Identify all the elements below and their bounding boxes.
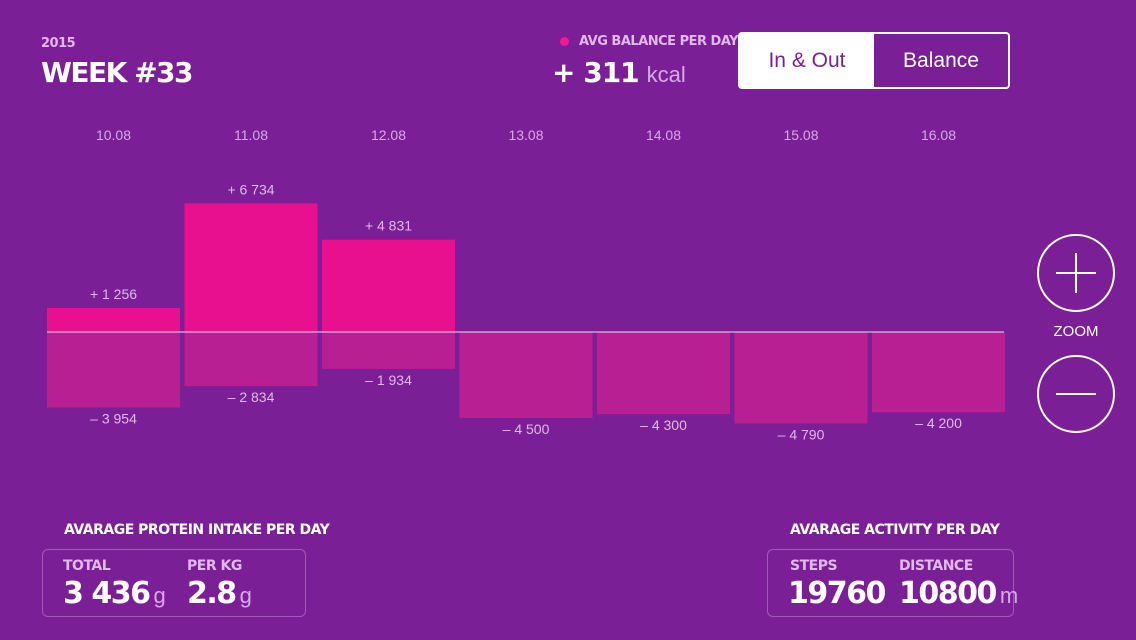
burn-value-label: – 1 934 bbox=[365, 372, 412, 388]
date-tick-label: 14.08 bbox=[646, 127, 681, 143]
date-tick-label: 16.08 bbox=[921, 127, 956, 143]
week-title: WEEK #33 bbox=[41, 56, 194, 89]
burn-bar bbox=[47, 332, 180, 408]
date-tick-label: 15.08 bbox=[783, 127, 818, 143]
protein-total-unit: g bbox=[153, 583, 166, 608]
intake-value-label: + 6 734 bbox=[227, 181, 274, 197]
legend-dot-icon bbox=[560, 37, 569, 46]
burn-bar bbox=[322, 332, 455, 369]
protein-perkg-value: 2.8 bbox=[187, 576, 237, 611]
steps-label: STEPS bbox=[790, 558, 838, 574]
burn-value-label: – 4 790 bbox=[778, 426, 825, 442]
year-label: 2015 bbox=[41, 36, 76, 51]
protein-section-title: AVARAGE PROTEIN INTAKE PER DAY bbox=[64, 522, 330, 538]
in-out-button[interactable]: In & Out bbox=[740, 34, 874, 87]
burn-bar bbox=[597, 332, 730, 415]
protein-total-label: TOTAL bbox=[63, 558, 111, 574]
protein-perkg-unit: g bbox=[239, 583, 252, 608]
intake-bar bbox=[184, 203, 318, 332]
date-tick-label: 11.08 bbox=[234, 127, 268, 143]
burn-value-label: – 3 954 bbox=[90, 411, 137, 427]
burn-bar bbox=[459, 332, 593, 418]
activity-section-title: AVARAGE ACTIVITY PER DAY bbox=[790, 522, 1000, 538]
burn-value-label: – 4 200 bbox=[915, 415, 962, 431]
avg-balance-label-text: AVG BALANCE PER DAY bbox=[579, 34, 739, 49]
burn-bar bbox=[734, 332, 868, 424]
avg-balance-number: + 311 bbox=[552, 56, 640, 89]
burn-value-label: – 4 500 bbox=[503, 421, 550, 437]
burn-value-label: – 4 300 bbox=[640, 417, 687, 433]
avg-balance-label: AVG BALANCE PER DAY bbox=[560, 34, 739, 49]
burn-bar bbox=[184, 332, 318, 387]
minus-icon bbox=[1056, 393, 1096, 395]
distance: 10800 m bbox=[899, 576, 1018, 611]
protein-perkg-label: PER KG bbox=[187, 558, 242, 574]
avg-balance-value: + 311 kcal bbox=[552, 56, 686, 89]
intake-value-label: + 4 831 bbox=[365, 218, 412, 234]
avg-balance-unit: kcal bbox=[646, 62, 686, 87]
zoom-label: ZOOM bbox=[1053, 323, 1099, 340]
date-tick-label: 12.08 bbox=[371, 127, 406, 143]
steps: 19760 bbox=[788, 576, 886, 611]
intake-bar bbox=[322, 239, 455, 332]
zoom-out-button[interactable] bbox=[1037, 355, 1115, 433]
view-toggle: In & Out Balance bbox=[738, 32, 1010, 89]
protein-perkg: 2.8 g bbox=[187, 576, 252, 611]
distance-unit: m bbox=[999, 583, 1019, 608]
calorie-chart: 10.08 – 3 954 + 1 256 11.08 – 2 834 + 6 734 12… bbox=[47, 127, 1005, 442]
zoom-in-button[interactable] bbox=[1037, 234, 1115, 312]
activity-panel: STEPS 19760 DISTANCE 10800 m bbox=[767, 549, 1018, 617]
intake-bar bbox=[47, 308, 180, 332]
protein-panel: TOTAL 3 436 g PER KG 2.8 g bbox=[42, 549, 306, 617]
balance-button[interactable]: Balance bbox=[903, 48, 979, 72]
distance-label: DISTANCE bbox=[899, 558, 973, 574]
intake-value-label: + 1 256 bbox=[90, 286, 137, 302]
distance-value: 10800 bbox=[899, 576, 997, 611]
protein-total: 3 436 g bbox=[63, 576, 166, 611]
date-tick-label: 13.08 bbox=[508, 127, 543, 143]
burn-value-label: – 2 834 bbox=[228, 389, 275, 405]
burn-bar bbox=[872, 332, 1005, 413]
date-tick-label: 10.08 bbox=[96, 127, 131, 143]
protein-total-value: 3 436 bbox=[63, 576, 151, 611]
steps-value: 19760 bbox=[788, 576, 886, 611]
